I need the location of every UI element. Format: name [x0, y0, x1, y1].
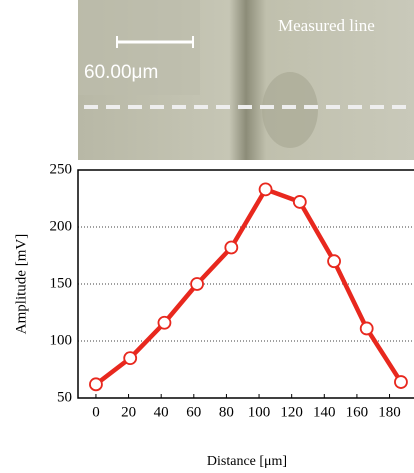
x-tick-label: 60: [186, 404, 201, 420]
x-tick-label: 180: [378, 404, 401, 420]
data-point: [361, 322, 373, 334]
figure: 60.00μm Measured line Distance [μm] Ampl…: [0, 0, 414, 473]
x-tick-label: 140: [313, 404, 336, 420]
particle: [262, 72, 318, 148]
data-point: [328, 255, 340, 267]
y-tick-label: 150: [50, 275, 73, 291]
y-tick-label: 200: [50, 218, 73, 234]
y-tick-label: 250: [50, 161, 73, 177]
x-tick-label: 120: [280, 404, 303, 420]
micrograph: 60.00μm Measured line: [78, 0, 414, 160]
data-point: [191, 278, 203, 290]
x-tick-label: 20: [121, 404, 136, 420]
measured-line-label: Measured line: [278, 16, 375, 35]
data-point: [225, 242, 237, 254]
data-line: [96, 189, 401, 384]
y-tick-label: 50: [57, 389, 72, 405]
x-axis-title: Distance [μm]: [207, 454, 287, 469]
series: [90, 183, 407, 390]
x-tick-label: 40: [154, 404, 169, 420]
y-tick-label: 100: [50, 332, 73, 348]
data-point: [158, 317, 170, 329]
data-point: [294, 196, 306, 208]
x-tick-label: 80: [219, 404, 234, 420]
plot: [78, 170, 414, 398]
data-point: [90, 378, 102, 390]
x-tick-label: 160: [346, 404, 369, 420]
x-tick-label: 0: [92, 404, 100, 420]
scale-label: 60.00μm: [84, 62, 158, 83]
y-axis-title: Amplitude [mV]: [13, 234, 29, 334]
x-tick-label: 100: [248, 404, 271, 420]
data-point: [124, 352, 136, 364]
data-point: [260, 183, 272, 195]
data-point: [395, 376, 407, 388]
